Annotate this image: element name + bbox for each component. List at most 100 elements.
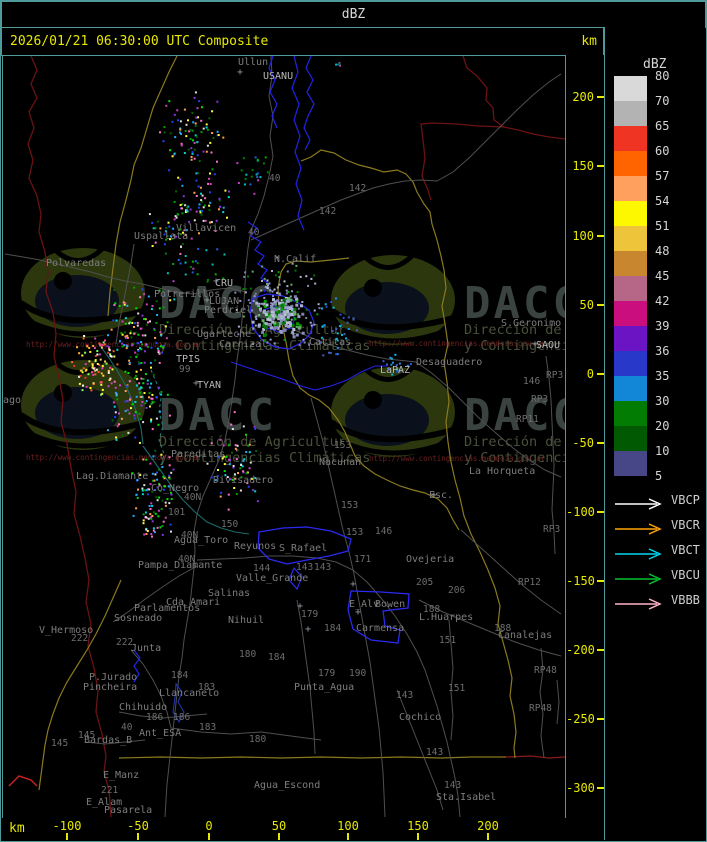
route-east	[246, 309, 562, 478]
echo-dot	[313, 309, 316, 312]
marker-plus-icon: +	[204, 295, 210, 306]
echo-dot	[129, 398, 132, 401]
place-label: Potrerillos	[154, 289, 220, 300]
right-axis-tick-label: -50	[572, 436, 594, 450]
echo-dot	[181, 207, 183, 210]
echo-dot	[185, 135, 188, 138]
place-label: Pincheira	[83, 682, 137, 693]
echo-dot	[254, 428, 257, 430]
echo-dot	[157, 220, 160, 223]
echo-dot	[285, 299, 289, 303]
echo-dot	[189, 138, 192, 140]
dacc-brand-text: DACC	[464, 390, 565, 441]
echo-dot	[192, 267, 195, 270]
place-label: Bowen	[375, 599, 405, 610]
echo-dot	[116, 348, 119, 351]
echo-dot	[289, 298, 293, 302]
echo-dot	[124, 390, 127, 392]
echo-dot	[173, 152, 176, 155]
echo-dot	[174, 215, 177, 218]
echo-dot	[136, 321, 139, 324]
scale-swatch	[614, 76, 647, 101]
echo-dot	[140, 348, 143, 351]
echo-dot	[231, 428, 234, 430]
echo-dot	[115, 394, 118, 397]
echo-dot	[233, 411, 236, 414]
echo-dot	[197, 247, 200, 250]
echo-dot	[274, 274, 277, 277]
echo-dot	[301, 301, 304, 303]
echo-dot	[139, 347, 141, 350]
echo-dot	[290, 310, 294, 314]
echo-dot	[199, 186, 202, 189]
place-label: Lag.Diamante	[76, 471, 148, 482]
echo-dot	[179, 128, 182, 131]
echo-dot	[107, 351, 109, 354]
echo-dot	[254, 292, 257, 295]
echo-dot	[274, 308, 278, 312]
echo-dot	[165, 238, 168, 241]
echo-dot	[158, 496, 161, 499]
route-label: 186	[173, 712, 190, 723]
echo-dot	[84, 369, 87, 372]
echo-dot	[256, 158, 259, 161]
echo-dot	[245, 433, 247, 436]
echo-dot	[266, 317, 270, 321]
echo-dot	[131, 472, 134, 475]
boundary-central-olive	[277, 257, 460, 531]
echo-dot	[252, 327, 255, 330]
place-label: Esc.	[429, 490, 453, 501]
place-label: Punta_Agua	[294, 682, 354, 693]
echo-dot	[218, 208, 220, 211]
route-label: RP3	[531, 394, 548, 405]
echo-dot	[293, 317, 297, 321]
echo-dot	[157, 349, 160, 352]
echo-dot	[270, 302, 272, 305]
echo-dot	[112, 319, 115, 322]
echo-dot	[190, 237, 193, 240]
echo-dot	[170, 498, 173, 500]
route-label: RP48	[529, 703, 552, 714]
echo-dot	[194, 260, 197, 263]
echo-dot	[283, 310, 287, 314]
echo-dot	[284, 302, 288, 306]
border-ne-maroon-2	[420, 122, 505, 201]
echo-dot	[175, 190, 177, 193]
dacc-url-text: http://www.contingencias.mendoza.gov.ar	[369, 339, 546, 348]
echo-dot	[267, 310, 270, 313]
echo-dot	[323, 324, 326, 327]
echo-dot	[96, 363, 99, 365]
echo-dot	[194, 122, 197, 125]
echo-dot	[273, 324, 276, 327]
route-143	[196, 555, 461, 818]
echo-dot	[113, 303, 116, 306]
scale-swatch	[614, 151, 647, 176]
echo-dot	[165, 104, 168, 107]
scale-tick-label: 5	[655, 469, 663, 483]
echo-dot	[334, 297, 337, 300]
echo-dot	[177, 176, 180, 179]
echo-dot	[213, 173, 216, 176]
echo-dot	[123, 344, 126, 347]
echo-dot	[237, 182, 240, 184]
place-label: Chihuido	[119, 702, 167, 713]
echo-dot	[131, 321, 134, 324]
echo-dot	[278, 276, 281, 278]
echo-dot	[190, 158, 193, 161]
echo-dot	[116, 425, 119, 428]
scale-swatch	[614, 226, 647, 251]
echo-dot	[295, 300, 298, 303]
echo-dot	[310, 324, 313, 327]
echo-dot	[166, 272, 169, 275]
echo-dot	[291, 290, 293, 293]
echo-dot	[275, 315, 279, 319]
echo-dot	[242, 425, 245, 428]
echo-dot	[145, 323, 148, 326]
route-label: 40	[248, 227, 260, 238]
timestamp-bar: 2026/01/21 06:30:00 UTC Composite km	[1, 27, 604, 56]
echo-dot	[206, 144, 209, 147]
echo-dot	[78, 352, 81, 355]
echo-dot	[114, 411, 117, 414]
echo-dot	[164, 325, 167, 328]
place-label: Ant_ESA	[139, 728, 181, 739]
